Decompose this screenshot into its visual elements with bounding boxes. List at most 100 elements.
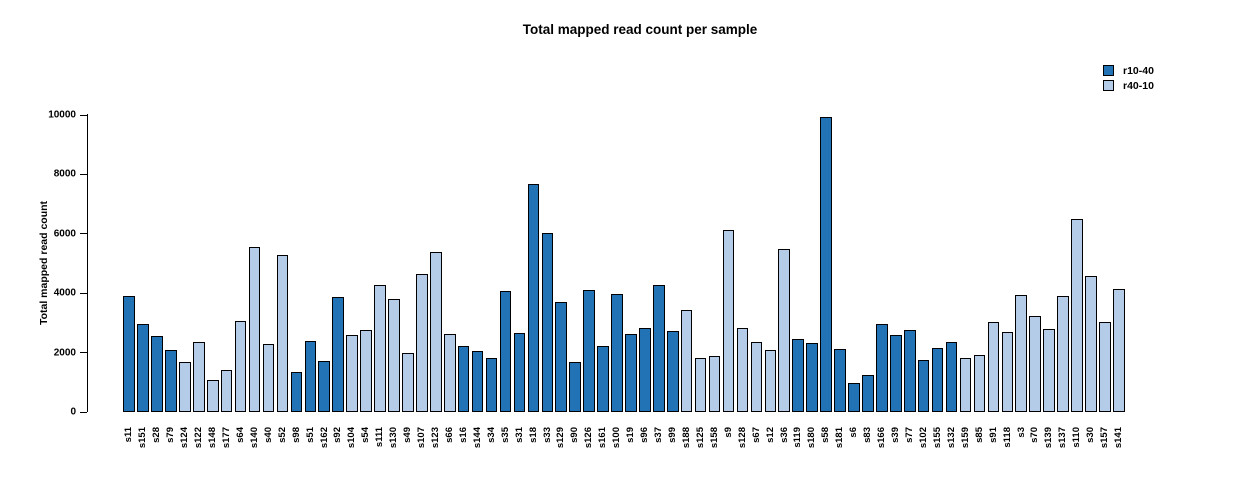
x-label-wrap: s51 [303,427,317,443]
bar-s126 [583,290,595,412]
bar-s83 [862,374,874,412]
x-label-wrap: s33 [540,427,554,443]
bar-s158 [708,355,721,412]
bar-s85 [973,355,986,412]
x-label-wrap: s35 [498,427,512,443]
x-tick-label-s49: s49 [402,427,414,443]
x-label-wrap: s107 [415,427,429,448]
x-label-wrap: s28 [150,427,164,443]
x-tick-label-s128: s128 [736,427,748,449]
bar-s36 [778,248,791,412]
bar-s122 [193,341,205,412]
bar-s98 [290,372,303,412]
x-label-wrap: s162 [317,427,331,448]
bar-s123 [429,251,442,412]
bar-s129 [555,302,568,412]
x-label-wrap: s125 [694,427,708,448]
y-tick-mark [80,114,87,116]
x-label-wrap: s157 [1098,427,1112,448]
bar-s19 [625,334,637,412]
x-tick-label-s40: s40 [262,427,274,443]
x-tick-label-s155: s155 [931,427,943,449]
x-tick-label-s90: s90 [569,427,581,443]
bar-s92 [332,297,344,412]
x-tick-label-s9: s9 [722,427,734,438]
x-tick-label-s39: s39 [890,427,902,443]
y-axis-title: Total mapped read count [38,200,50,326]
bar-s102 [917,360,930,412]
bar-s11 [123,296,135,412]
x-label-wrap: s3 [1014,427,1028,438]
bar-s70 [1029,316,1041,412]
bar-s9 [722,229,735,412]
x-label-wrap: s19 [624,427,638,443]
x-label-wrap: s31 [512,427,526,443]
bar-s33 [541,232,554,412]
x-tick-label-s98: s98 [290,427,302,443]
x-tick-label-s180: s180 [806,427,818,449]
x-tick-label-s177: s177 [220,427,232,449]
x-label-wrap: s139 [1042,427,1056,448]
x-label-wrap: s166 [875,427,889,448]
x-label-wrap: s77 [903,427,917,443]
y-tick-label: 2000 [53,347,76,359]
x-label-wrap: s98 [289,427,303,443]
x-label-wrap: s54 [359,427,373,443]
y-tick-mark [80,233,87,235]
x-label-wrap: s11 [122,427,136,442]
bar-s52 [276,254,289,412]
x-tick-label-s144: s144 [471,427,483,449]
bar-s30 [1085,275,1097,412]
legend-swatch-r10-40 [1103,65,1114,76]
y-tick-label: 4000 [53,287,76,299]
x-label-wrap: s128 [735,427,749,448]
y-tick-label: 8000 [53,168,76,180]
bar-s155 [931,348,944,412]
bar-s96 [639,327,651,412]
x-tick-label-s140: s140 [248,427,260,449]
bar-s110 [1071,219,1083,412]
x-tick-label-s54: s54 [360,427,372,443]
bar-s132 [945,341,958,412]
x-label-wrap: s141 [1112,427,1126,448]
bar-s3 [1015,295,1028,412]
x-tick-label-s67: s67 [750,427,762,443]
y-tick-label: 10000 [48,109,76,121]
x-tick-label-s125: s125 [694,427,706,449]
bar-s139 [1043,328,1055,412]
legend: r10-40 r40-10 [1103,63,1154,93]
x-tick-label-s122: s122 [193,427,205,449]
x-tick-label-s166: s166 [876,427,888,449]
bar-s12 [764,350,777,412]
y-tick-mark [80,411,87,413]
x-label-wrap: s102 [917,427,931,448]
x-label-wrap: s52 [275,427,289,443]
x-label-wrap: s58 [819,427,833,443]
x-tick-label-s137: s137 [1057,427,1069,449]
x-tick-label-s110: s110 [1071,427,1083,448]
bar-s128 [736,328,749,412]
x-label-wrap: s158 [708,427,722,448]
bar-s141 [1113,289,1125,412]
x-tick-label-s118: s118 [1001,427,1013,448]
x-label-wrap: s137 [1056,427,1070,448]
x-label-wrap: s9 [722,427,736,438]
x-tick-label-s37: s37 [653,427,665,443]
bar-s161 [597,346,609,412]
x-tick-label-s70: s70 [1029,427,1041,443]
x-tick-label-s6: s6 [848,427,860,438]
x-label-wrap: s64 [234,427,248,443]
bar-s90 [569,362,581,412]
bar-s166 [876,324,888,412]
x-label-wrap: s99 [666,427,680,443]
x-tick-label-s83: s83 [862,427,874,443]
bar-s28 [151,335,163,412]
x-label-wrap: s37 [652,427,666,443]
bar-s111 [374,284,386,412]
x-tick-label-s100: s100 [611,427,623,449]
x-tick-label-s12: s12 [764,427,776,443]
bar-s162 [318,360,331,412]
legend-swatch-r40-10 [1103,80,1114,91]
x-tick-label-s31: s31 [513,427,525,443]
